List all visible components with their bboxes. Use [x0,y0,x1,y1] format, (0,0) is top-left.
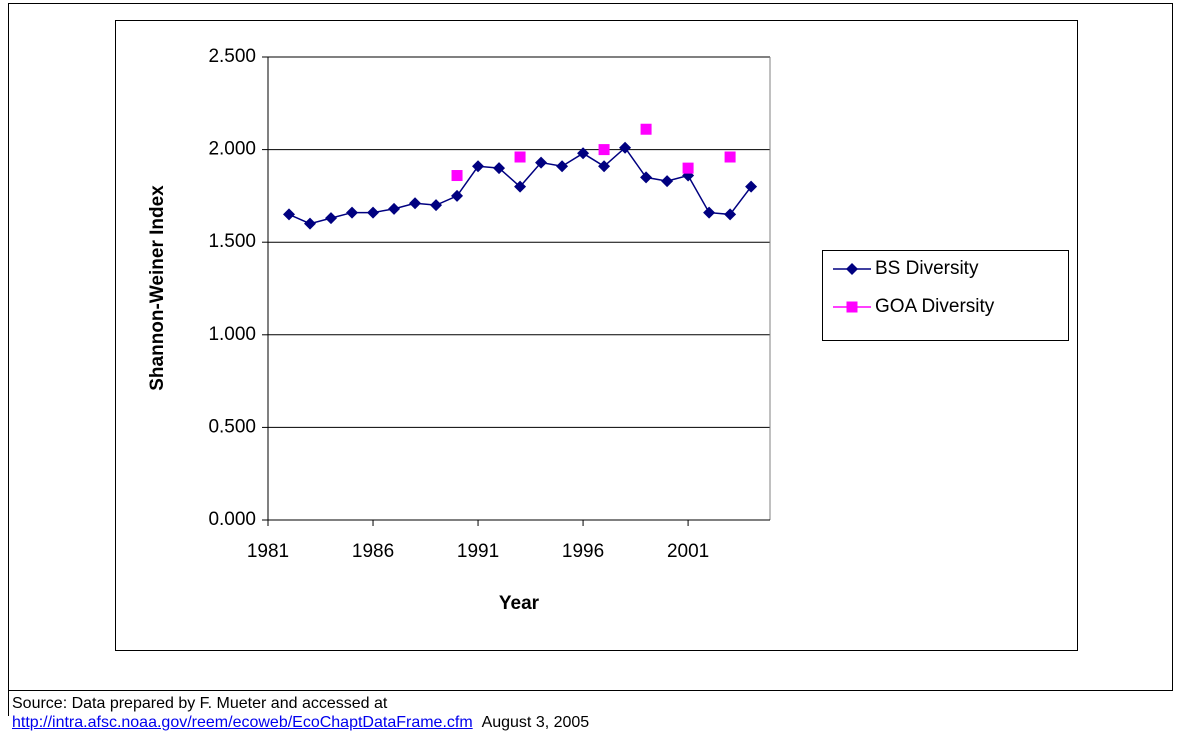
chart: Shannon-Weiner Index Year 0.000 0.500 1.00… [8,3,1173,716]
data-point [472,160,485,173]
data-point [619,141,632,154]
x-axis-label: Year [499,593,540,614]
data-point [325,212,338,225]
y-tick-label: 2.500 [208,46,256,67]
legend-marker [846,301,858,313]
x-tick-label: 1991 [457,541,499,562]
legend-label: GOA Diversity [875,296,995,317]
data-point [451,170,463,182]
data-point [661,175,674,188]
data-point [640,123,652,135]
y-axis-label: Shannon-Weiner Index [147,185,168,391]
data-point [703,206,716,219]
outer-border [8,3,1173,691]
data-point [514,151,526,163]
chart-border [115,20,1078,651]
data-point [724,208,737,221]
data-point [367,206,380,219]
y-tick-label: 1.000 [208,324,256,345]
data-point [724,151,736,163]
legend-label: BS Diversity [875,258,979,279]
data-point [409,197,422,210]
y-tick-label: 2.000 [208,139,256,160]
page: {"chart_data": {"type": "line", "y_label… [8,3,1173,731]
data-point [346,206,359,219]
data-point [451,189,464,202]
y-tick-label: 0.000 [208,509,256,530]
x-tick-label: 1986 [352,541,394,562]
data-point [577,147,590,160]
data-point [745,180,758,193]
data-point [493,162,506,175]
x-tick-label: 1996 [562,541,604,562]
data-point [304,217,317,230]
legend-marker [846,263,858,275]
data-point [640,171,653,184]
data-point [535,156,548,169]
y-tick-label: 0.500 [208,416,256,437]
y-tick-label: 1.500 [208,231,256,252]
source-link[interactable]: http://intra.afsc.noaa.gov/reem/ecoweb/E… [12,714,473,731]
data-point [598,144,610,156]
x-tick-label: 1981 [247,541,289,562]
footer: Source: Data prepared by F. Mueter and a… [12,694,589,732]
data-point [556,160,569,173]
source-date: August 3, 2005 [481,714,590,731]
data-point [682,162,694,174]
data-point [598,160,611,173]
legend-box [822,250,1069,341]
data-point [283,208,296,221]
x-tick-label: 2001 [667,541,709,562]
data-point [430,199,443,212]
data-point [388,202,401,215]
source-text: Source: Data prepared by F. Mueter and a… [12,695,388,712]
data-point [514,180,527,193]
